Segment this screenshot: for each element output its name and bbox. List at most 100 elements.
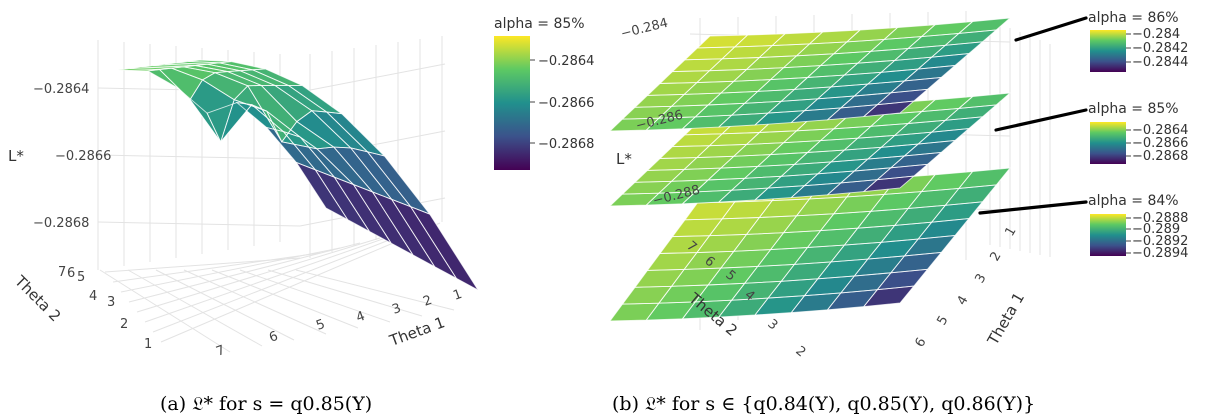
- panel-b-surface-cell: [695, 103, 745, 117]
- panel-a-surface-cell: [252, 68, 302, 86]
- panel-b-surface-cell: [746, 130, 797, 145]
- panel-b-colorbar-86-tick-0: −0.284: [1132, 27, 1180, 42]
- panel-b-surface-cell: [863, 101, 914, 117]
- panel-a-surface-cell: [274, 85, 327, 112]
- panel-a-surface-cell: [296, 162, 348, 220]
- panel-b-surface-cell: [646, 116, 696, 131]
- panel-a-colorbar-tick-1: −0.2866: [538, 96, 594, 111]
- panel-a-surface: [117, 59, 480, 292]
- panel-b-surface-cell: [744, 89, 795, 104]
- panel-b-surface-cell: [890, 152, 942, 168]
- panel-b-surface-cell: [809, 30, 860, 44]
- panel-a-z-tick-1: −0.2866: [55, 149, 111, 164]
- panel-b-surface-cell: [660, 70, 710, 84]
- panel-a-surface-cell: [220, 99, 267, 142]
- panel-b-z-tick-0: −0.284: [619, 16, 669, 42]
- panel-b-surface-cell: [867, 69, 919, 85]
- panel-b-surface-cell: [870, 191, 922, 212]
- panel-b-surface-cell: [672, 133, 723, 147]
- panel-b-colorbar-86-title: alpha = 86%: [1088, 10, 1179, 26]
- panel-b-surface-cell: [622, 106, 672, 120]
- panel-b-surface-cell: [854, 155, 905, 171]
- panel-b-leader-lines: [978, 16, 1088, 215]
- panel-b-surface-cell: [722, 45, 773, 59]
- panel-b-y-tick-1: 3: [764, 317, 780, 334]
- panel-b-surface-cell: [877, 164, 928, 180]
- panel-b-surface-cell: [647, 157, 697, 171]
- panel-b-surface-cell: [921, 96, 973, 112]
- panel-a-x-tick-4: 5: [314, 317, 327, 334]
- panel-b-surface-cell: [894, 45, 946, 61]
- panel-a-surface-cell: [227, 70, 275, 86]
- panel-b-x-tick-4: 5: [934, 313, 951, 328]
- panel-b-surface-cell: [720, 154, 771, 169]
- panel-b-colorbar-85-ticks: −0.2864 −0.2866 −0.2868: [1126, 123, 1188, 164]
- panel-b-surface-cell: [783, 213, 834, 233]
- panel-b-surface-cell: [840, 167, 891, 183]
- panel-a-y-tick-2: 3: [107, 295, 115, 310]
- panel-b-surface-cell: [695, 178, 745, 192]
- panel-b-surface-cell: [904, 65, 955, 81]
- panel-b-surface-cell: [695, 283, 745, 302]
- panel-b-surface-cell: [610, 118, 659, 131]
- panel-b-surface-cell: [827, 179, 878, 195]
- panel-a-surface-cell: [353, 184, 413, 255]
- panel-b-colorbar-84-tick-1: −0.289: [1132, 222, 1180, 237]
- panel-b-surfaces: [608, 17, 1012, 322]
- panel-b-surface-cell: [770, 140, 821, 155]
- panel-b-surface-cell: [708, 166, 758, 180]
- panel-a-surface-cell: [219, 61, 266, 70]
- panel-a-y-label: Theta 2: [10, 271, 64, 325]
- panel-b-colorbar-85-tick-2: −0.2868: [1132, 149, 1188, 164]
- panel-b-surface-cell: [844, 225, 895, 246]
- panel-b-surface-cell: [718, 298, 769, 318]
- panel-a-colorbar: [494, 36, 530, 170]
- panel-b-surface-cell: [890, 77, 942, 93]
- panel-a-grid-h: [299, 63, 446, 93]
- panel-b-surface-cell: [682, 190, 732, 204]
- panel-a-x-tick-0: 1: [451, 287, 464, 304]
- panel-b-x-tick-1: 2: [987, 249, 1004, 264]
- panel-b-surface-cell: [759, 43, 810, 58]
- panel-a-grid-floor: [120, 247, 341, 293]
- panel-a-grid-floor: [267, 269, 423, 317]
- panel-b-colorbar-86-ticks: −0.284 −0.2842 −0.2844: [1126, 27, 1188, 70]
- panel-b-surface-cell: [757, 247, 808, 267]
- panel-a-surface-cell: [410, 206, 478, 290]
- panel-a-y-tick-0: 1: [144, 337, 152, 352]
- panel-b-surface-85: [608, 92, 1012, 207]
- panel-a-surface-cell: [164, 62, 208, 66]
- panel-a-surface-cell: [141, 65, 184, 69]
- panel-b-surface-cell: [863, 176, 914, 192]
- panel-b-surface-cell: [635, 169, 685, 183]
- panel-a-surface-cell: [147, 69, 190, 100]
- panel-a-surface-cell: [183, 65, 228, 73]
- panel-b-surface-cell: [731, 101, 782, 116]
- panel-a-surface-cell: [234, 85, 282, 142]
- panel-b-surface-cell: [660, 235, 710, 254]
- panel-a-surface-cell: [315, 169, 370, 232]
- panel-b-surface-cell: [867, 144, 919, 160]
- panel-a-grid-floor: [152, 227, 421, 333]
- panel-b-surface-cell: [660, 145, 710, 159]
- panel-b-surface-cell: [796, 41, 847, 56]
- panel-b-surface-cell: [908, 33, 959, 49]
- panel-b-colorbar-85: [1090, 122, 1126, 164]
- panel-b-surface-cell: [958, 18, 1010, 34]
- panel-b-surface-cell: [918, 53, 969, 70]
- panel-a-grid-floor: [112, 252, 321, 283]
- panel-a-surface-cell: [207, 62, 253, 71]
- panel-b-colorbar-84: [1090, 214, 1126, 256]
- panel-b-surface-cell: [684, 251, 734, 270]
- panel-b-surface-cell: [646, 301, 696, 321]
- panel-b-surface-cell: [672, 218, 723, 237]
- panel-b-surface-cell: [796, 196, 847, 216]
- panel-b-surface-cell: [635, 269, 685, 288]
- panel-b-surface-cell: [840, 92, 891, 108]
- panel-b-surface-cell: [658, 105, 709, 119]
- panel-b-surface-wire: [608, 117, 661, 132]
- panel-b-x-tick-0: 1: [1002, 224, 1019, 239]
- panel-b-colorbar-85-tick-0: −0.2864: [1132, 123, 1188, 138]
- panel-a-surface-wire: [188, 59, 232, 64]
- panel-a-surface-cell: [326, 112, 385, 156]
